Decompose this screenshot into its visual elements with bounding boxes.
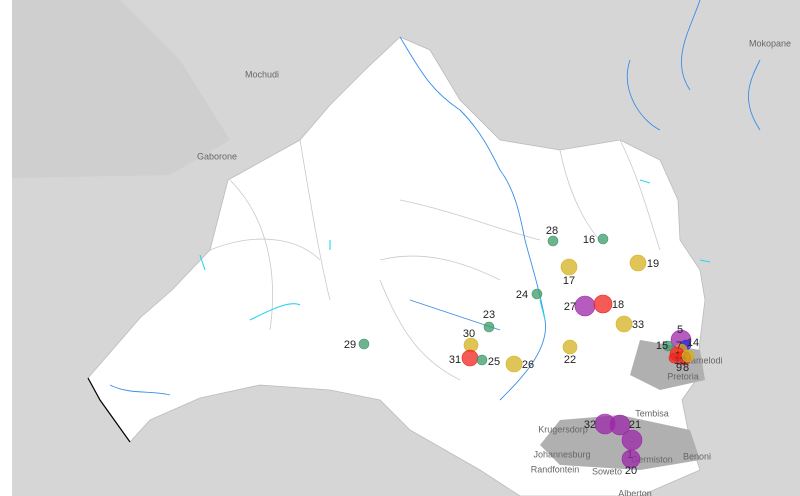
place-label: Tembisa [635, 408, 669, 418]
station-label: 27 [564, 301, 576, 313]
place-label: Gaborone [197, 151, 237, 161]
station-marker [547, 235, 559, 247]
station-label: 25 [488, 356, 500, 368]
station-label: 5 [677, 324, 683, 336]
station-label: 8 [683, 362, 689, 374]
station-marker [681, 349, 695, 363]
station-label: 31 [449, 354, 461, 366]
station-label: 7 [676, 340, 682, 352]
station-marker [358, 338, 370, 350]
station-label: 22 [564, 354, 576, 366]
station-marker [668, 352, 680, 364]
country-region [12, 0, 230, 178]
station-label: 9 [676, 362, 682, 374]
place-label: Benoni [683, 451, 711, 461]
station-marker [505, 355, 523, 373]
place-label: Pretoria [667, 371, 699, 381]
station-label: 28 [546, 225, 558, 237]
station-marker [621, 449, 641, 469]
station-label: 14 [687, 337, 699, 349]
streams [209, 139, 661, 381]
station-label: 26 [522, 359, 534, 371]
station-label: 19 [647, 258, 659, 270]
border [87, 377, 131, 443]
station-marker [629, 254, 647, 272]
station-marker [615, 315, 633, 333]
place-label: Mamelodi [683, 355, 722, 365]
station-marker [461, 349, 479, 367]
station-marker [593, 294, 613, 314]
place-label: Randfontein [531, 464, 580, 474]
station-label: 17 [563, 275, 575, 287]
station-label: 33 [632, 319, 644, 331]
catchment [87, 36, 706, 496]
station-label: 21 [629, 419, 641, 431]
station-marker [597, 233, 609, 245]
station-label: 20 [625, 465, 637, 477]
station-marker [483, 321, 495, 333]
place-label: Alberton [618, 488, 652, 496]
station-marker [476, 354, 488, 366]
markers: 2816171924271833233029312526225141571213… [344, 225, 699, 477]
place-label: Soweto [592, 466, 622, 476]
place-label: Mokopane [749, 38, 791, 48]
station-marker [609, 414, 631, 436]
station-marker [574, 295, 596, 317]
place-label: Krugersdorp [538, 424, 588, 434]
station-label: 30 [463, 328, 475, 340]
station-label: 23 [483, 309, 495, 321]
station-label: 29 [344, 339, 356, 351]
station-marker [662, 340, 674, 352]
place-label: Germiston [631, 454, 673, 464]
station-label: 16 [583, 234, 595, 246]
place-label: Mochudi [245, 69, 279, 79]
place-labels: Mokopane Mochudi Gaborone Pretoria Mamelodi T… [197, 38, 791, 496]
station-marker [560, 258, 578, 276]
station-label: 18 [612, 299, 624, 311]
map-margin [0, 0, 12, 496]
place-label: Johannesburg [533, 449, 590, 459]
station-marker [531, 288, 543, 300]
station-label: 32 [584, 419, 596, 431]
station-marker [621, 429, 643, 451]
station-label: 15 [656, 340, 668, 352]
station-label: 24 [516, 289, 528, 301]
station-marker [562, 339, 578, 355]
